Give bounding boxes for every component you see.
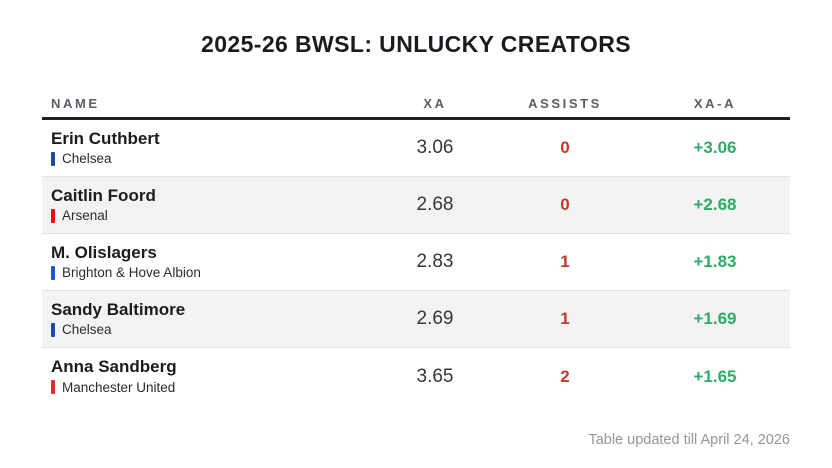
- table-header-row: NAME XA ASSISTS XA-A: [42, 89, 790, 120]
- xa-minus-assists-value: +1.65: [693, 366, 737, 386]
- assists-value: 0: [560, 195, 570, 214]
- table-row: Anna Sandberg Manchester United 3.65 2 +…: [42, 348, 790, 405]
- assists-value: 1: [560, 309, 570, 328]
- assists-value: 2: [560, 366, 570, 386]
- column-header-name: NAME: [51, 95, 100, 111]
- player-name: Caitlin Foord: [51, 185, 156, 205]
- player-name: Anna Sandberg: [51, 357, 177, 377]
- team-color-bar-icon: [51, 322, 55, 337]
- assists-value: 1: [560, 252, 570, 271]
- xa-value: 2.68: [416, 194, 454, 215]
- player-team: Brighton & Hove Albion: [51, 265, 380, 280]
- player-cell: M. Olislagers Brighton & Hove Albion: [42, 242, 380, 280]
- assists-value: 0: [560, 138, 570, 157]
- team-name: Brighton & Hove Albion: [62, 265, 201, 281]
- table-row: Caitlin Foord Arsenal 2.68 0 +2.68: [42, 177, 790, 234]
- xa-minus-assists-value: +1.83: [693, 252, 737, 271]
- player-team: Chelsea: [51, 322, 380, 337]
- player-cell: Caitlin Foord Arsenal: [42, 185, 380, 223]
- table-row: M. Olislagers Brighton & Hove Albion 2.8…: [42, 234, 790, 291]
- player-cell: Sandy Baltimore Chelsea: [42, 299, 380, 337]
- stats-table: NAME XA ASSISTS XA-A Erin Cuthbert Chels…: [42, 89, 790, 405]
- xa-value: 2.83: [416, 251, 454, 272]
- player-name: M. Olislagers: [51, 242, 157, 262]
- table-row: Sandy Baltimore Chelsea 2.69 1 +1.69: [42, 291, 790, 348]
- team-color-bar-icon: [51, 380, 55, 395]
- team-name: Chelsea: [62, 322, 112, 338]
- table-row: Erin Cuthbert Chelsea 3.06 0 +3.06: [42, 120, 790, 177]
- xa-minus-assists-value: +1.69: [693, 309, 737, 328]
- player-team: Manchester United: [51, 380, 380, 395]
- team-color-bar-icon: [51, 208, 55, 223]
- page-title: 2025-26 BWSL: UNLUCKY CREATORS: [201, 31, 631, 57]
- team-color-bar-icon: [51, 265, 55, 280]
- player-name: Erin Cuthbert: [51, 128, 160, 148]
- xa-value: 3.65: [416, 365, 454, 387]
- column-header-xa-a: XA-A: [693, 95, 737, 111]
- player-cell: Erin Cuthbert Chelsea: [42, 128, 380, 166]
- team-color-bar-icon: [51, 151, 55, 166]
- column-header-xa: XA: [423, 95, 447, 111]
- update-note: Table updated till April 24, 2026: [588, 432, 790, 448]
- team-name: Arsenal: [62, 208, 108, 224]
- player-cell: Anna Sandberg Manchester United: [42, 357, 380, 395]
- team-name: Manchester United: [62, 379, 176, 395]
- player-team: Arsenal: [51, 208, 380, 223]
- team-name: Chelsea: [62, 151, 112, 167]
- xa-value: 3.06: [416, 137, 454, 158]
- player-name: Sandy Baltimore: [51, 299, 186, 319]
- player-team: Chelsea: [51, 151, 380, 166]
- xa-minus-assists-value: +3.06: [693, 138, 737, 157]
- column-header-assists: ASSISTS: [528, 95, 602, 111]
- xa-minus-assists-value: +2.68: [693, 195, 737, 214]
- xa-value: 2.69: [416, 308, 454, 329]
